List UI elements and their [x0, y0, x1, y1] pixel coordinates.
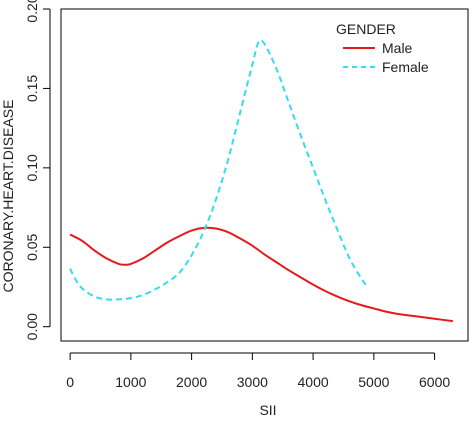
- y-axis-label: CORONARY.HEART.DISEASE: [0, 100, 16, 293]
- x-axis: 0 1000 2000 3000 4000 5000 6000: [66, 352, 450, 390]
- x-tick-label: 6000: [419, 374, 450, 390]
- y-tick-label: 0.05: [24, 233, 40, 260]
- x-tick-label: 1000: [115, 374, 146, 390]
- x-tick-label: 0: [66, 374, 74, 390]
- plot-frame: [60, 8, 469, 342]
- y-axis: 0.00 0.05 0.10 0.15 0.20: [24, 0, 51, 340]
- legend-title: GENDER: [336, 21, 396, 37]
- y-tick-label: 0.15: [24, 75, 40, 102]
- x-tick-label: 2000: [176, 374, 207, 390]
- x-tick-label: 3000: [237, 374, 268, 390]
- y-tick-label: 0.20: [24, 0, 40, 23]
- legend: GENDER Male Female: [336, 21, 429, 75]
- x-tick-label: 4000: [298, 374, 329, 390]
- legend-label-male: Male: [382, 40, 413, 56]
- x-tick-label: 5000: [358, 374, 389, 390]
- y-tick-label: 0.10: [24, 154, 40, 181]
- series-layer: [69, 39, 453, 323]
- legend-label-female: Female: [382, 59, 429, 75]
- y-tick-label: 0.00: [24, 313, 40, 340]
- x-axis-label: SII: [259, 402, 276, 418]
- series-line-male: [69, 226, 453, 323]
- series-line-female: [69, 39, 369, 301]
